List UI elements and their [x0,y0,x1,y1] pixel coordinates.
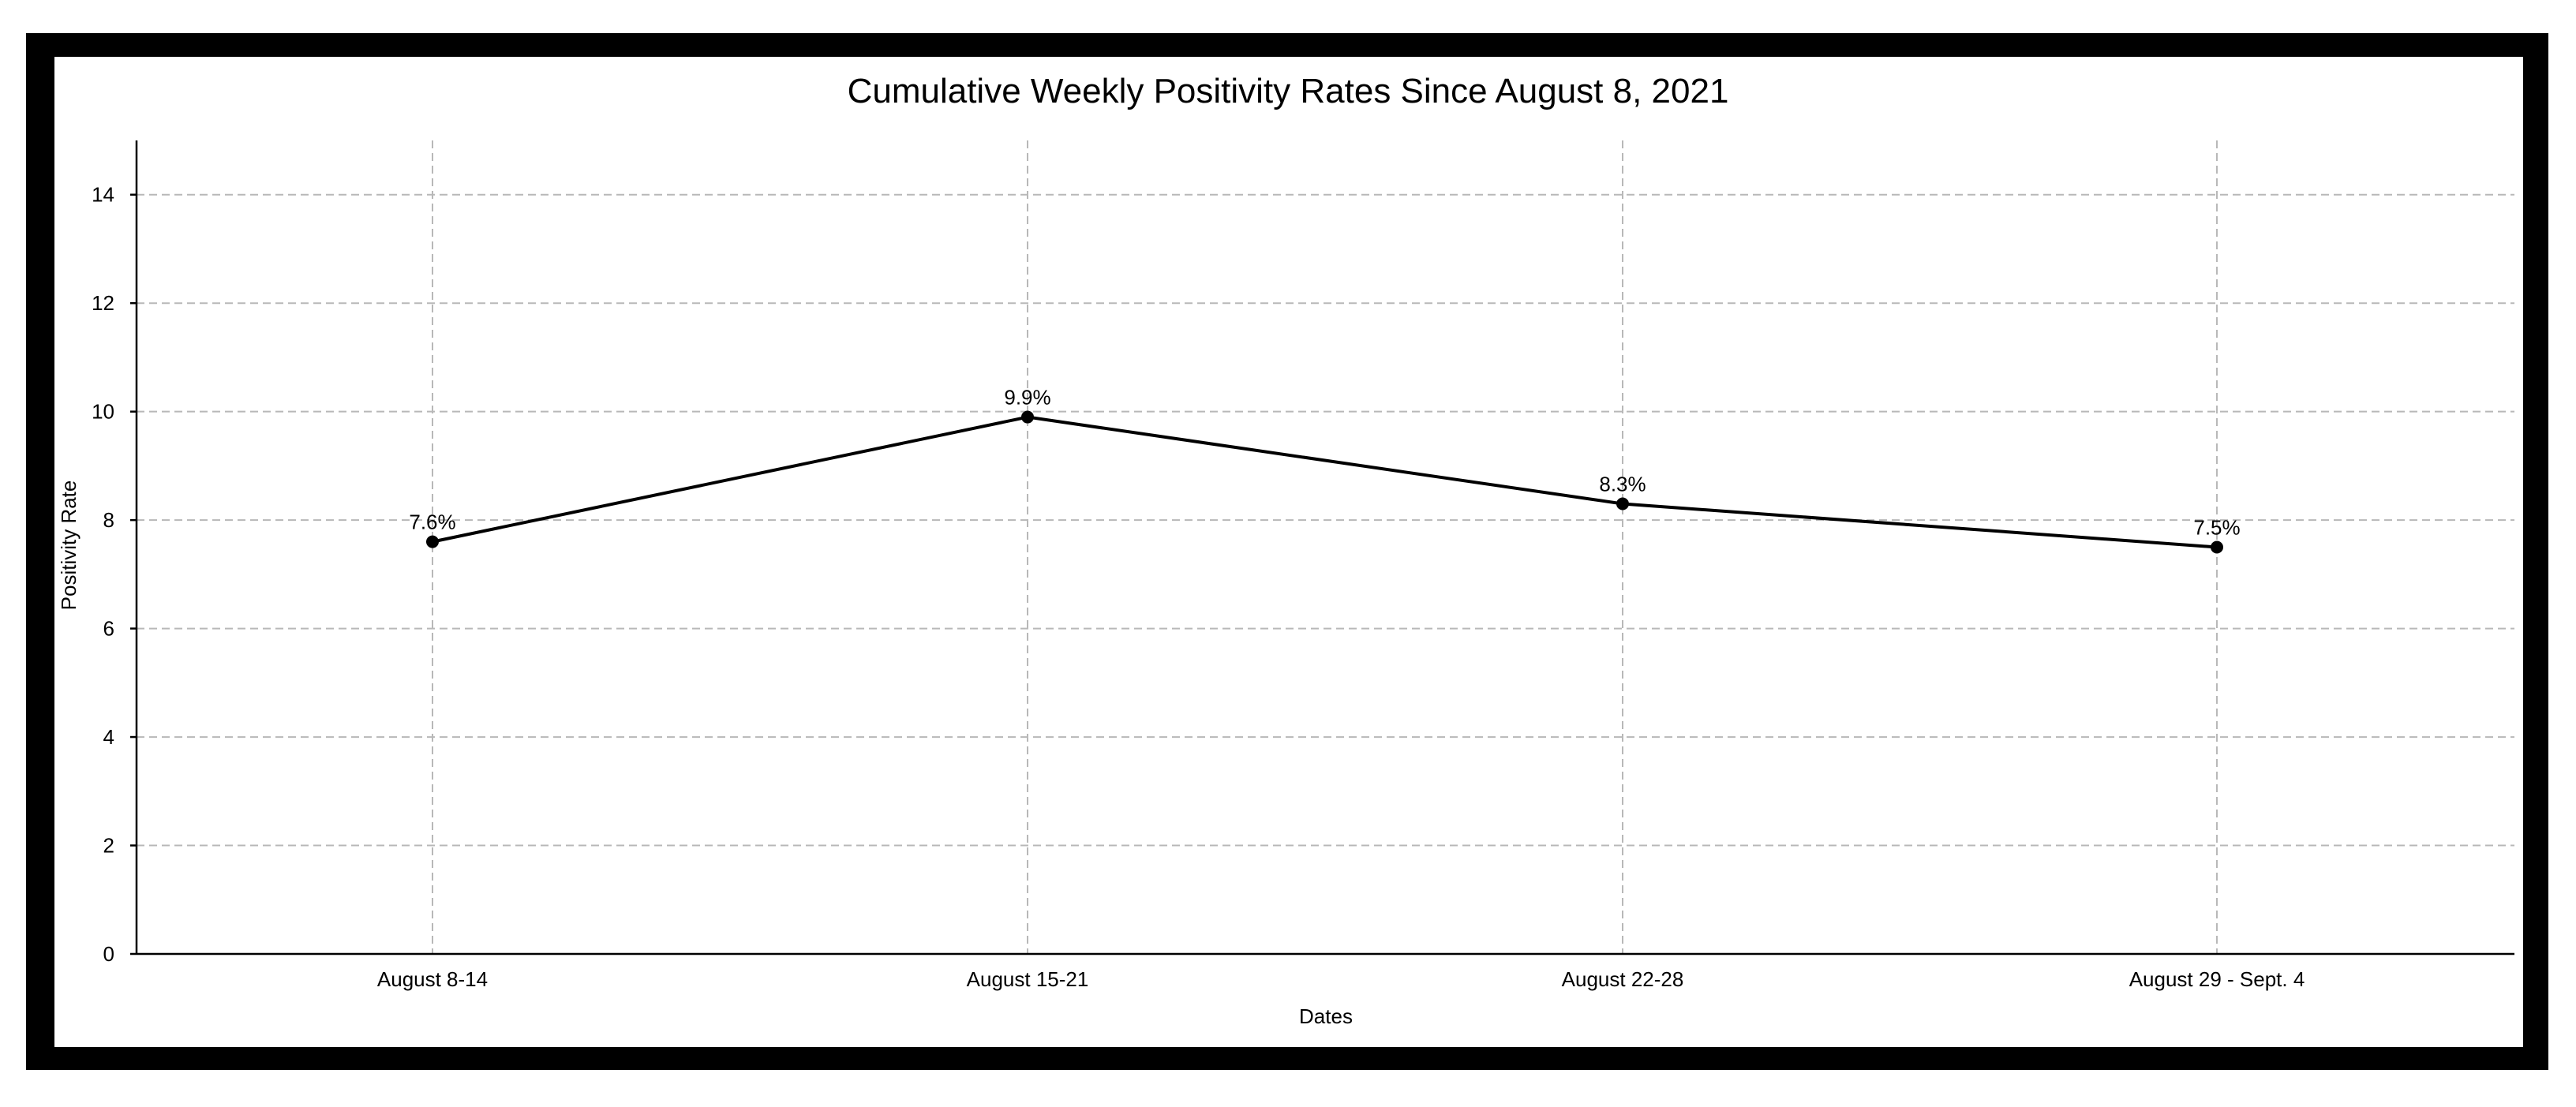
y-tick-label: 8 [103,508,114,532]
grid [137,140,2514,954]
y-tick-label: 12 [92,291,114,315]
y-tick-label: 0 [103,942,114,966]
data-point [426,535,439,548]
y-tick-label: 10 [92,400,114,424]
data-label: 9.9% [1004,386,1050,410]
data-label: 8.3% [1599,473,1646,496]
data-labels: 7.6% 9.9% 8.3% 7.5% [409,386,2240,540]
y-tick-labels: 0 2 4 6 8 10 12 14 [92,183,137,966]
x-tick-label: August 15-21 [967,967,1089,991]
y-axis-title: Positivity Rate [57,481,80,611]
series-line [432,415,2218,549]
x-tick-label: August 22-28 [1562,967,1684,991]
y-tick-label: 4 [103,725,114,749]
x-tick-label: August 29 - Sept. 4 [2129,967,2305,991]
y-tick-label: 6 [103,617,114,641]
chart-title: Cumulative Weekly Positivity Rates Since… [848,72,1729,110]
data-point [1021,410,1034,424]
x-tick-label: August 8-14 [377,967,488,991]
x-axis-title: Dates [1299,1004,1353,1028]
y-tick-label: 14 [92,183,114,207]
chart-canvas [54,57,2523,1047]
y-tick-label: 2 [103,834,114,858]
data-point [1616,497,1629,510]
data-label: 7.6% [409,510,455,534]
data-point [2211,540,2223,554]
data-points [426,410,2223,554]
data-label: 7.5% [2193,516,2240,540]
x-tick-labels: August 8-14 August 15-21 August 22-28 Augus… [377,967,2305,991]
